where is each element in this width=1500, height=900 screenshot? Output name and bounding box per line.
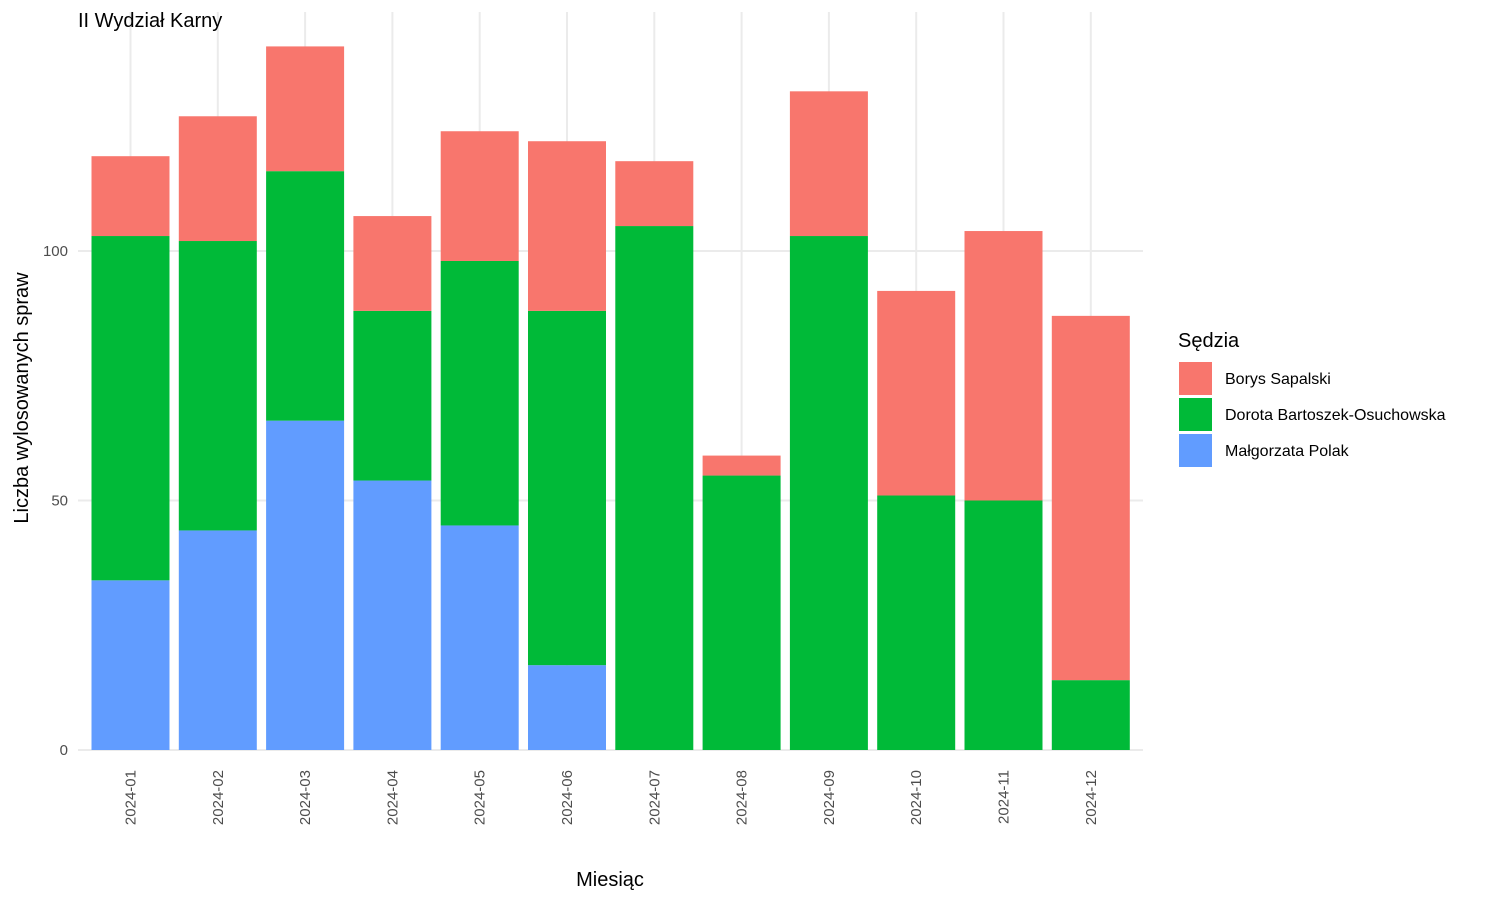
- x-tick-label: 2024-10: [908, 770, 925, 825]
- legend: Sędzia Borys Sapalski Dorota Bartoszek-Os…: [1178, 330, 1446, 467]
- bar-segment: [178, 241, 257, 531]
- legend-label: Borys Sapalski: [1225, 371, 1331, 388]
- x-tick-label: 2024-11: [996, 770, 1013, 824]
- y-axis-title: Liczba wylosowanych spraw: [11, 272, 33, 524]
- bar-segment: [615, 226, 694, 751]
- bar-segment: [615, 161, 694, 227]
- y-axis-ticks: 0 50 100: [43, 243, 68, 759]
- x-tick-label: 2024-07: [646, 770, 663, 825]
- bar-segment: [789, 91, 868, 237]
- bar-segment: [266, 171, 345, 421]
- bar-segment: [266, 46, 345, 172]
- bar-segment: [877, 495, 956, 750]
- bar-segment: [353, 216, 432, 311]
- bars: [91, 46, 1130, 751]
- y-tick-label: 100: [43, 243, 68, 260]
- bar-segment: [91, 156, 170, 237]
- bar-segment: [964, 231, 1043, 501]
- bar-segment: [353, 480, 432, 750]
- bar-segment: [91, 236, 170, 581]
- y-tick-label: 50: [51, 493, 68, 510]
- legend-swatch: [1179, 362, 1212, 395]
- x-tick-label: 2024-12: [1083, 770, 1100, 825]
- bar-segment: [1051, 680, 1130, 750]
- bar-segment: [702, 475, 781, 750]
- bar-segment: [789, 236, 868, 750]
- legend-label: Dorota Bartoszek-Osuchowska: [1225, 407, 1446, 424]
- bar-segment: [528, 665, 606, 750]
- bar-segment: [528, 310, 606, 666]
- x-tick-label: 2024-02: [210, 770, 227, 825]
- x-tick-label: 2024-03: [297, 770, 314, 825]
- x-tick-label: 2024-06: [559, 770, 576, 825]
- x-tick-label: 2024-05: [472, 770, 489, 825]
- bar-segment: [178, 116, 257, 242]
- bar-segment: [1051, 315, 1130, 681]
- y-tick-label: 0: [60, 742, 68, 759]
- bar-segment: [353, 310, 432, 481]
- bar-segment: [91, 580, 170, 750]
- chart-title: II Wydział Karny: [78, 10, 222, 32]
- x-tick-label: 2024-09: [821, 770, 838, 825]
- x-tick-label: 2024-08: [734, 770, 751, 825]
- bar-segment: [178, 530, 257, 750]
- legend-label: Małgorzata Polak: [1225, 443, 1350, 460]
- x-axis-title: Miesiąc: [576, 869, 644, 891]
- x-tick-label: 2024-01: [123, 770, 140, 825]
- bar-segment: [528, 141, 606, 311]
- legend-swatch: [1179, 398, 1212, 431]
- bar-segment: [440, 260, 519, 526]
- bar-segment: [964, 500, 1043, 750]
- x-axis-ticks: 2024-01 2024-02 2024-03 2024-04 2024-05 2024-…: [123, 770, 1100, 825]
- x-tick-label: 2024-04: [384, 770, 401, 825]
- bar-segment: [266, 420, 345, 750]
- bar-segment: [702, 455, 781, 476]
- bar-segment: [877, 290, 956, 496]
- legend-swatch: [1179, 434, 1212, 467]
- legend-title: Sędzia: [1178, 330, 1240, 352]
- bar-segment: [440, 131, 519, 261]
- bar-segment: [440, 525, 519, 750]
